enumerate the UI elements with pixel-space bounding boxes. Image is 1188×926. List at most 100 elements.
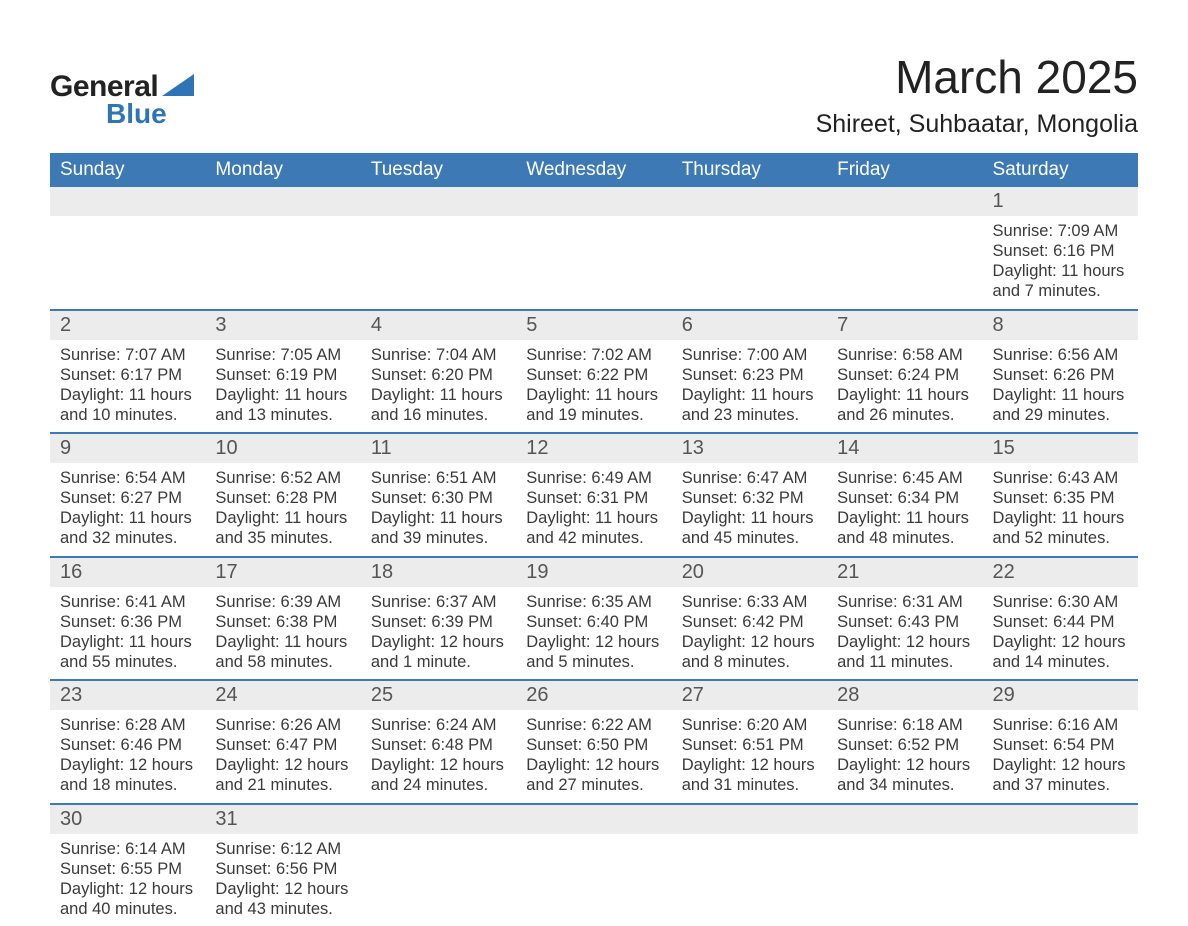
daylight-line: Daylight: 12 hours and 14 minutes. — [993, 632, 1128, 672]
day-number-cell: 31 — [205, 804, 360, 834]
sunrise-line: Sunrise: 6:14 AM — [60, 839, 195, 859]
sunset-line: Sunset: 6:35 PM — [993, 488, 1128, 508]
sunrise-line: Sunrise: 6:49 AM — [526, 468, 661, 488]
day-number-cell — [983, 804, 1138, 834]
day-detail-cell: Sunrise: 7:05 AMSunset: 6:19 PMDaylight:… — [205, 340, 360, 434]
day-number-cell: 17 — [205, 557, 360, 587]
sunrise-line: Sunrise: 6:28 AM — [60, 715, 195, 735]
day-detail-cell: Sunrise: 7:07 AMSunset: 6:17 PMDaylight:… — [50, 340, 205, 434]
logo-text-bottom: Blue — [106, 100, 194, 128]
day-number-cell: 25 — [361, 680, 516, 710]
logo-shape-icon — [162, 74, 194, 96]
day-detail-cell: Sunrise: 6:52 AMSunset: 6:28 PMDaylight:… — [205, 463, 360, 557]
day-number-cell: 3 — [205, 310, 360, 340]
day-number-cell: 16 — [50, 557, 205, 587]
day-detail-cell — [516, 834, 671, 926]
daylight-line: Daylight: 12 hours and 34 minutes. — [837, 755, 972, 795]
day-number-row: 23242526272829 — [50, 680, 1138, 710]
sunrise-line: Sunrise: 6:20 AM — [682, 715, 817, 735]
day-detail-cell: Sunrise: 6:30 AMSunset: 6:44 PMDaylight:… — [983, 587, 1138, 681]
daylight-line: Daylight: 12 hours and 11 minutes. — [837, 632, 972, 672]
day-number-cell: 19 — [516, 557, 671, 587]
sunrise-line: Sunrise: 6:52 AM — [215, 468, 350, 488]
sunrise-line: Sunrise: 6:41 AM — [60, 592, 195, 612]
day-detail-cell: Sunrise: 6:28 AMSunset: 6:46 PMDaylight:… — [50, 710, 205, 804]
day-detail-row: Sunrise: 6:14 AMSunset: 6:55 PMDaylight:… — [50, 834, 1138, 926]
sunrise-line: Sunrise: 6:31 AM — [837, 592, 972, 612]
sunrise-line: Sunrise: 7:00 AM — [682, 345, 817, 365]
sunrise-line: Sunrise: 6:35 AM — [526, 592, 661, 612]
sunset-line: Sunset: 6:40 PM — [526, 612, 661, 632]
day-detail-cell: Sunrise: 6:41 AMSunset: 6:36 PMDaylight:… — [50, 587, 205, 681]
sunset-line: Sunset: 6:48 PM — [371, 735, 506, 755]
sunset-line: Sunset: 6:39 PM — [371, 612, 506, 632]
sunset-line: Sunset: 6:30 PM — [371, 488, 506, 508]
day-detail-cell — [516, 216, 671, 310]
day-number-cell: 6 — [672, 310, 827, 340]
day-number-row: 9101112131415 — [50, 433, 1138, 463]
daylight-line: Daylight: 12 hours and 8 minutes. — [682, 632, 817, 672]
sunset-line: Sunset: 6:19 PM — [215, 365, 350, 385]
daylight-line: Daylight: 11 hours and 45 minutes. — [682, 508, 817, 548]
sunrise-line: Sunrise: 6:33 AM — [682, 592, 817, 612]
day-detail-cell: Sunrise: 6:37 AMSunset: 6:39 PMDaylight:… — [361, 587, 516, 681]
day-detail-cell: Sunrise: 7:04 AMSunset: 6:20 PMDaylight:… — [361, 340, 516, 434]
sunset-line: Sunset: 6:27 PM — [60, 488, 195, 508]
day-number-cell: 21 — [827, 557, 982, 587]
day-header: Tuesday — [361, 153, 516, 187]
sunset-line: Sunset: 6:34 PM — [837, 488, 972, 508]
daylight-line: Daylight: 11 hours and 58 minutes. — [215, 632, 350, 672]
day-detail-cell: Sunrise: 7:09 AMSunset: 6:16 PMDaylight:… — [983, 216, 1138, 310]
sunrise-line: Sunrise: 6:16 AM — [993, 715, 1128, 735]
daylight-line: Daylight: 12 hours and 24 minutes. — [371, 755, 506, 795]
sunrise-line: Sunrise: 6:12 AM — [215, 839, 350, 859]
day-header: Monday — [205, 153, 360, 187]
day-detail-cell: Sunrise: 6:33 AMSunset: 6:42 PMDaylight:… — [672, 587, 827, 681]
daylight-line: Daylight: 11 hours and 23 minutes. — [682, 385, 817, 425]
day-detail-row: Sunrise: 6:54 AMSunset: 6:27 PMDaylight:… — [50, 463, 1138, 557]
day-number-cell: 26 — [516, 680, 671, 710]
day-detail-cell: Sunrise: 6:31 AMSunset: 6:43 PMDaylight:… — [827, 587, 982, 681]
daylight-line: Daylight: 11 hours and 26 minutes. — [837, 385, 972, 425]
daylight-line: Daylight: 11 hours and 29 minutes. — [993, 385, 1128, 425]
daylight-line: Daylight: 11 hours and 52 minutes. — [993, 508, 1128, 548]
day-number-cell: 4 — [361, 310, 516, 340]
sunset-line: Sunset: 6:26 PM — [993, 365, 1128, 385]
day-detail-cell: Sunrise: 6:56 AMSunset: 6:26 PMDaylight:… — [983, 340, 1138, 434]
day-number-cell: 23 — [50, 680, 205, 710]
day-detail-cell: Sunrise: 6:22 AMSunset: 6:50 PMDaylight:… — [516, 710, 671, 804]
day-detail-cell: Sunrise: 6:58 AMSunset: 6:24 PMDaylight:… — [827, 340, 982, 434]
day-number-cell: 11 — [361, 433, 516, 463]
daylight-line: Daylight: 11 hours and 32 minutes. — [60, 508, 195, 548]
title-block: March 2025 Shireet, Suhbaatar, Mongolia — [816, 50, 1138, 139]
day-number-cell: 14 — [827, 433, 982, 463]
daylight-line: Daylight: 12 hours and 37 minutes. — [993, 755, 1128, 795]
day-detail-cell: Sunrise: 6:54 AMSunset: 6:27 PMDaylight:… — [50, 463, 205, 557]
day-detail-cell: Sunrise: 7:00 AMSunset: 6:23 PMDaylight:… — [672, 340, 827, 434]
day-detail-cell: Sunrise: 6:35 AMSunset: 6:40 PMDaylight:… — [516, 587, 671, 681]
day-header: Thursday — [672, 153, 827, 187]
day-detail-cell — [205, 216, 360, 310]
daylight-line: Daylight: 12 hours and 5 minutes. — [526, 632, 661, 672]
day-number-cell — [361, 804, 516, 834]
day-number-row: 1 — [50, 187, 1138, 216]
day-detail-cell — [50, 216, 205, 310]
sunrise-line: Sunrise: 6:18 AM — [837, 715, 972, 735]
sunrise-line: Sunrise: 6:30 AM — [993, 592, 1128, 612]
day-header: Wednesday — [516, 153, 671, 187]
sunset-line: Sunset: 6:44 PM — [993, 612, 1128, 632]
day-number-cell: 18 — [361, 557, 516, 587]
day-detail-cell: Sunrise: 6:12 AMSunset: 6:56 PMDaylight:… — [205, 834, 360, 926]
day-detail-cell: Sunrise: 6:47 AMSunset: 6:32 PMDaylight:… — [672, 463, 827, 557]
sunrise-line: Sunrise: 6:24 AM — [371, 715, 506, 735]
day-detail-cell — [827, 216, 982, 310]
day-detail-row: Sunrise: 6:41 AMSunset: 6:36 PMDaylight:… — [50, 587, 1138, 681]
day-number-cell — [827, 804, 982, 834]
sunset-line: Sunset: 6:17 PM — [60, 365, 195, 385]
sunrise-line: Sunrise: 6:26 AM — [215, 715, 350, 735]
day-number-row: 2345678 — [50, 310, 1138, 340]
sunset-line: Sunset: 6:56 PM — [215, 859, 350, 879]
daylight-line: Daylight: 12 hours and 18 minutes. — [60, 755, 195, 795]
day-header: Friday — [827, 153, 982, 187]
day-detail-cell — [827, 834, 982, 926]
